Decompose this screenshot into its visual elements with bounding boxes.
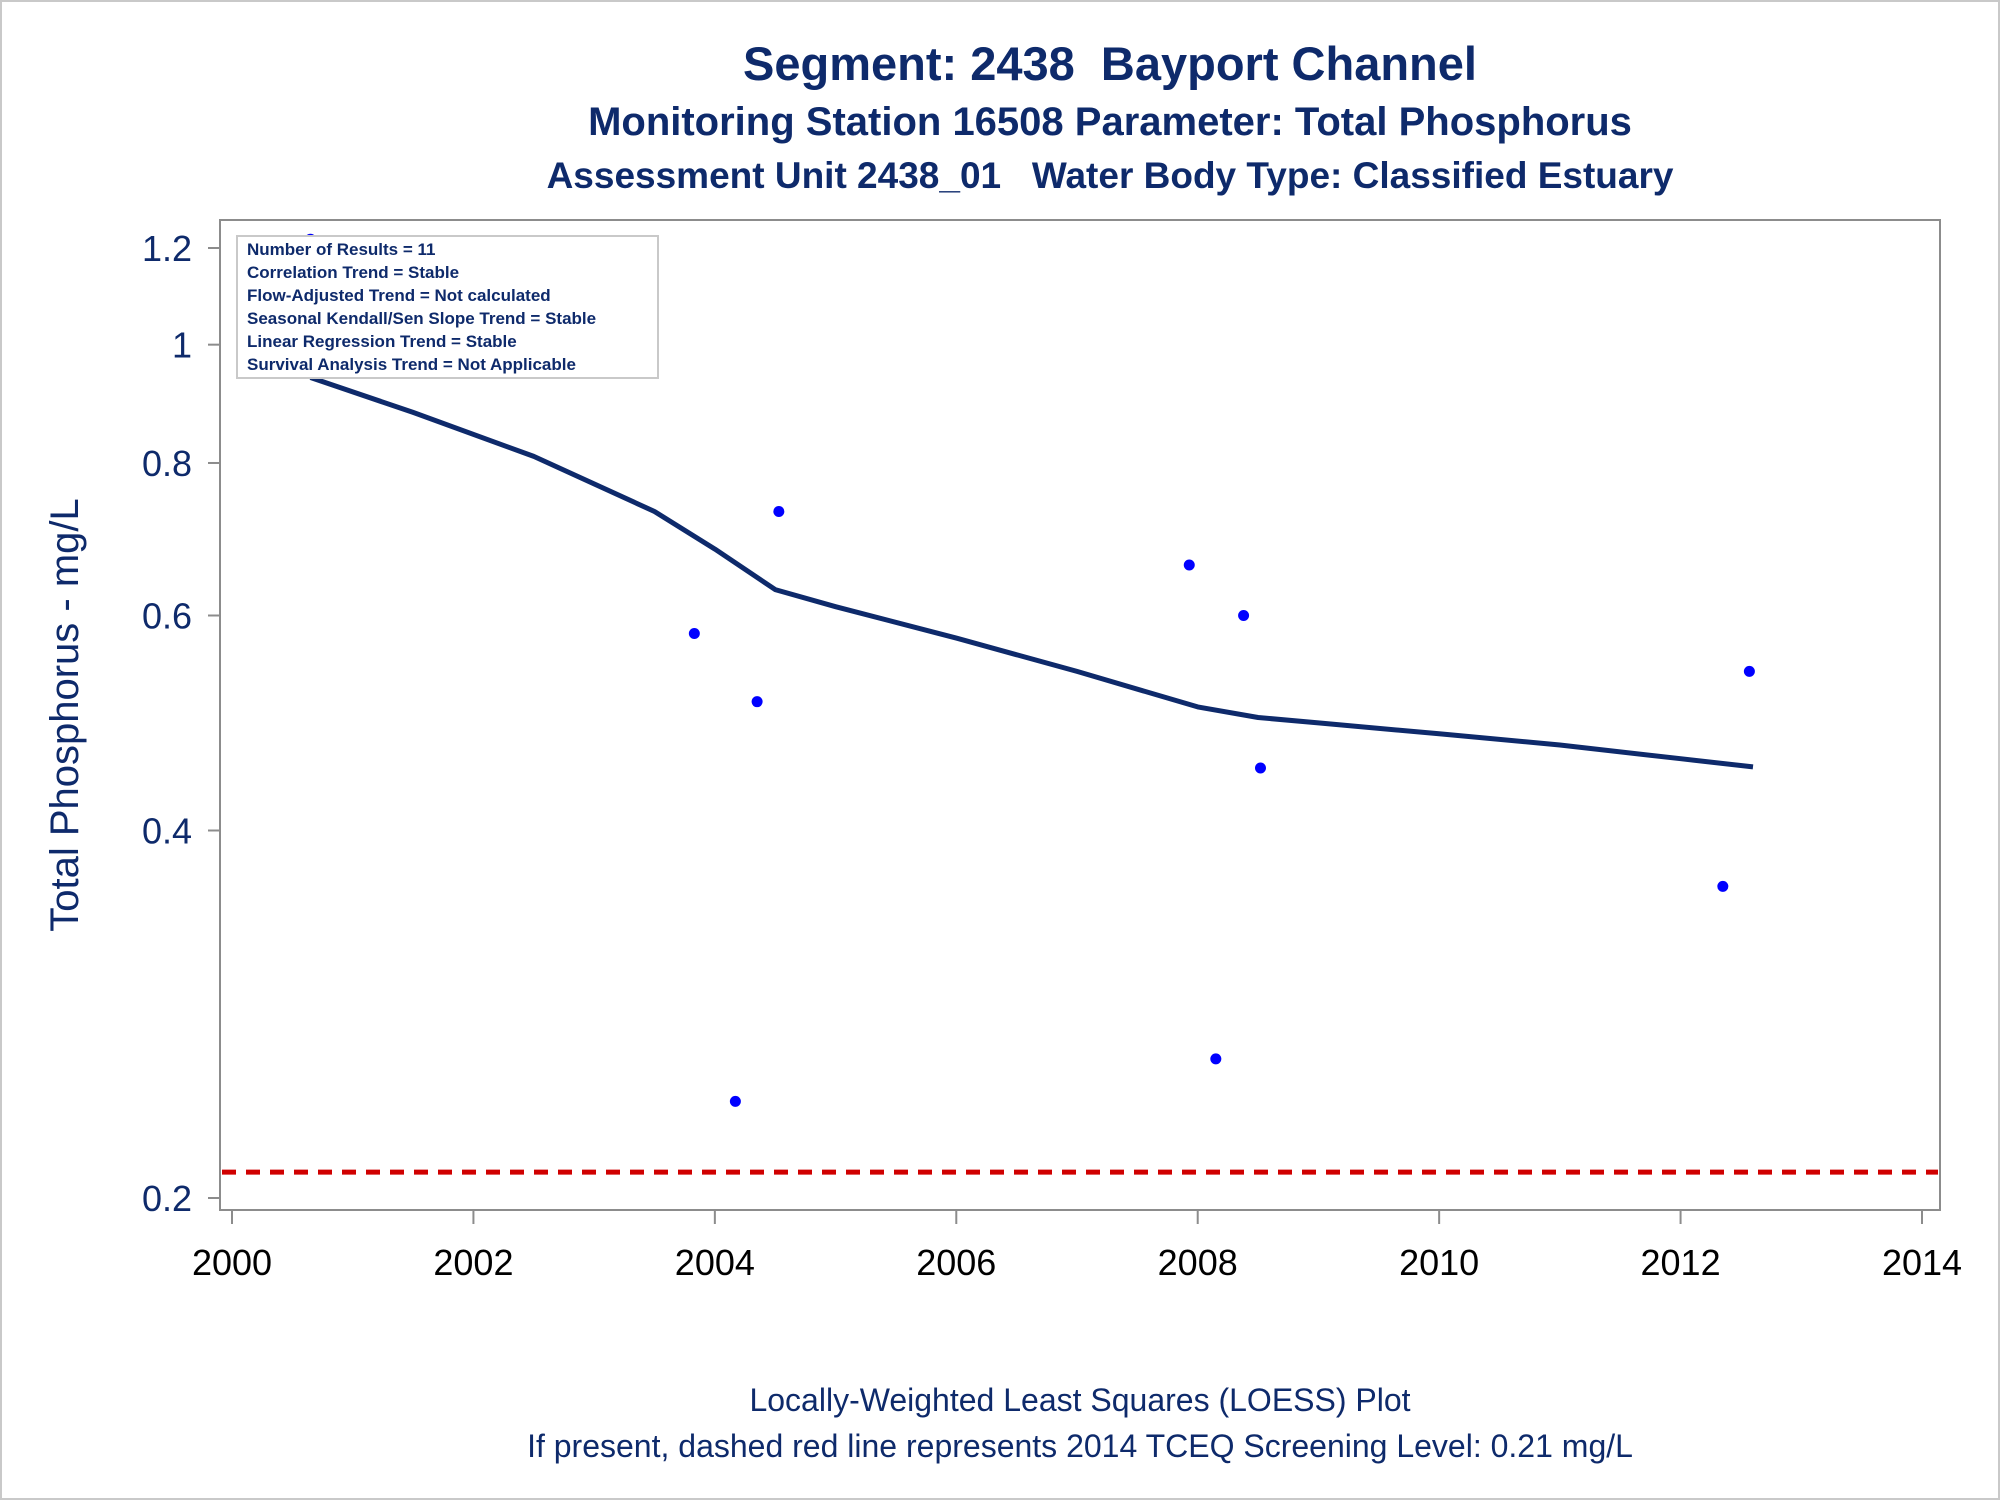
data-point	[751, 696, 763, 708]
data-points	[304, 233, 1755, 1107]
data-point	[1238, 610, 1250, 622]
x-tick-label: 2006	[916, 1242, 996, 1283]
data-point	[773, 506, 785, 518]
footnote-screening-level: If present, dashed red line represents 2…	[527, 1428, 1633, 1464]
data-point	[1183, 559, 1195, 571]
y-tick-label: 0.4	[142, 810, 192, 851]
data-point	[729, 1095, 741, 1107]
loess-trend-line	[309, 375, 1754, 770]
stats-line-flow-adjusted: Flow-Adjusted Trend = Not calculated	[247, 286, 551, 305]
stats-box-frame	[236, 235, 659, 379]
x-tick-label: 2004	[675, 1242, 755, 1283]
y-axis-label: Total Phosphorus - mg/L	[43, 498, 87, 932]
x-tick-label: 2012	[1641, 1242, 1721, 1283]
y-tick-label: 1.2	[142, 228, 192, 269]
x-tick-label: 2010	[1399, 1242, 1479, 1283]
data-point	[1743, 665, 1755, 677]
data-point	[1210, 1053, 1222, 1065]
x-tick-label: 2000	[192, 1242, 272, 1283]
stats-line-survival-analysis: Survival Analysis Trend = Not Applicable	[247, 355, 576, 374]
x-axis: 2000 2002 2004 2006 2008 2010 2012 2014	[192, 1210, 1962, 1283]
plot-area	[219, 219, 1941, 1211]
stats-line-results: Number of Results = 11	[247, 240, 435, 259]
x-tick-label: 2008	[1158, 1242, 1238, 1283]
x-tick-label: 2002	[433, 1242, 513, 1283]
y-tick-label: 0.8	[142, 443, 192, 484]
chart-subtitle-station: Monitoring Station 16508 Parameter: Tota…	[588, 100, 1632, 144]
chart-subtitle-assessment-unit: Assessment Unit 2438_01 Water Body Type:…	[546, 155, 1674, 196]
y-tick-label: 0.2	[142, 1178, 192, 1219]
y-tick-label: 0.6	[142, 596, 192, 637]
stats-line-linear-regression: Linear Regression Trend = Stable	[247, 332, 517, 351]
stats-line-seasonal-kendall: Seasonal Kendall/Sen Slope Trend = Stabl…	[247, 309, 596, 328]
stats-box: Number of Results = 11 Correlation Trend…	[236, 235, 659, 379]
chart-title: Segment: 2438 Bayport Channel	[743, 37, 1477, 90]
data-point	[688, 627, 700, 639]
x-tick-label: 2014	[1882, 1242, 1962, 1283]
stats-line-correlation: Correlation Trend = Stable	[247, 263, 459, 282]
y-tick-label: 1	[172, 325, 192, 366]
data-point	[1717, 880, 1729, 892]
data-point	[1254, 762, 1266, 774]
y-axis: 0.2 0.4 0.6 0.8 1 1.2	[142, 228, 220, 1219]
footnote-loess: Locally-Weighted Least Squares (LOESS) P…	[749, 1382, 1411, 1418]
